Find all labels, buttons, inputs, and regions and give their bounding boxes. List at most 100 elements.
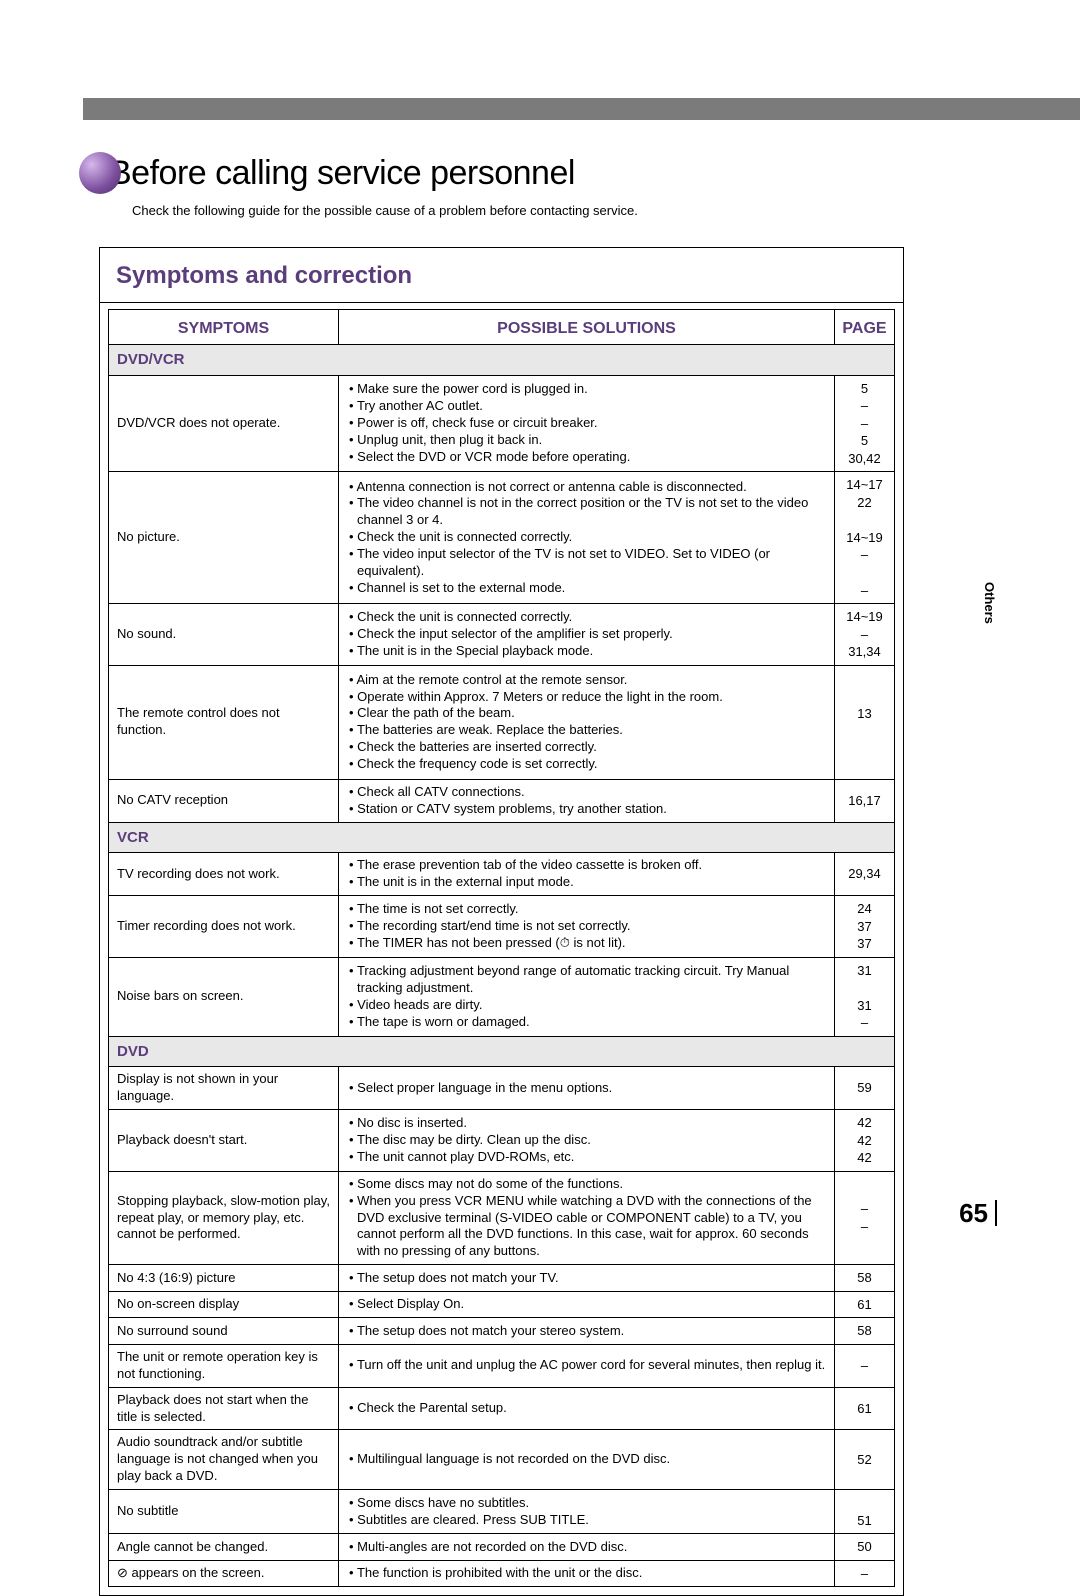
page-ref-cell: 5––530,42 bbox=[835, 375, 895, 472]
solution-item: The unit cannot play DVD-ROMs, etc. bbox=[347, 1149, 826, 1166]
table-row: Audio soundtrack and/or subtitle languag… bbox=[109, 1430, 895, 1490]
page-ref-cell: 424242 bbox=[835, 1110, 895, 1172]
page-ref-cell: 31 31– bbox=[835, 957, 895, 1036]
top-gray-bar bbox=[83, 98, 1080, 120]
solutions-cell: Check all CATV connections.Station or CA… bbox=[339, 779, 835, 822]
page-number: 65 bbox=[959, 1198, 988, 1229]
page-ref-cell: 59 bbox=[835, 1067, 895, 1110]
solution-item: Channel is set to the external mode. bbox=[347, 580, 826, 597]
solution-item: The video input selector of the TV is no… bbox=[347, 546, 826, 580]
solution-item: The setup does not match your TV. bbox=[347, 1270, 826, 1287]
table-row: Timer recording does not work.The time i… bbox=[109, 896, 895, 958]
solution-item: Antenna connection is not correct or ant… bbox=[347, 479, 826, 496]
solutions-cell: The time is not set correctly.The record… bbox=[339, 896, 835, 958]
page-subtitle: Check the following guide for the possib… bbox=[132, 203, 638, 218]
table-row: Display is not shown in your language.Se… bbox=[109, 1067, 895, 1110]
table-row: No surround soundThe setup does not matc… bbox=[109, 1318, 895, 1345]
solutions-cell: Antenna connection is not correct or ant… bbox=[339, 472, 835, 604]
solution-item: The TIMER has not been pressed (⏱ is not… bbox=[347, 935, 826, 952]
symptom-cell: DVD/VCR does not operate. bbox=[109, 375, 339, 472]
solution-item: Try another AC outlet. bbox=[347, 398, 826, 415]
page-title: Before calling service personnel bbox=[109, 154, 575, 193]
solutions-cell: No disc is inserted.The disc may be dirt… bbox=[339, 1110, 835, 1172]
side-tab-label: Others bbox=[982, 582, 997, 624]
table-row: Playback does not start when the title i… bbox=[109, 1387, 895, 1430]
page-ref-cell: 58 bbox=[835, 1318, 895, 1345]
page-ref-cell: 61 bbox=[835, 1291, 895, 1318]
solutions-cell: Select proper language in the menu optio… bbox=[339, 1067, 835, 1110]
solution-item: Check the frequency code is set correctl… bbox=[347, 756, 826, 773]
page-ref-cell: 16,17 bbox=[835, 779, 895, 822]
solution-item: Check the batteries are inserted correct… bbox=[347, 739, 826, 756]
symptom-cell: No CATV reception bbox=[109, 779, 339, 822]
page-ref-cell: 14~19–31,34 bbox=[835, 604, 895, 666]
table-row: No sound.Check the unit is connected cor… bbox=[109, 604, 895, 666]
symptom-cell: ⊘ appears on the screen. bbox=[109, 1560, 339, 1587]
table-row: The remote control does not function.Aim… bbox=[109, 665, 895, 779]
solutions-cell: The erase prevention tab of the video ca… bbox=[339, 853, 835, 896]
page-ref-cell: 243737 bbox=[835, 896, 895, 958]
solution-item: Subtitles are cleared. Press SUB TITLE. bbox=[347, 1512, 826, 1529]
group-header-row: DVD/VCR bbox=[109, 345, 895, 376]
symptom-cell: No subtitle bbox=[109, 1490, 339, 1534]
solutions-cell: Select Display On. bbox=[339, 1291, 835, 1318]
solution-item: Check the unit is connected correctly. bbox=[347, 529, 826, 546]
table-row: ⊘ appears on the screen. The function is … bbox=[109, 1560, 895, 1587]
solution-item: Some discs may not do some of the functi… bbox=[347, 1176, 826, 1193]
table-row: DVD/VCR does not operate.Make sure the p… bbox=[109, 375, 895, 472]
solution-item: Check the Parental setup. bbox=[347, 1400, 826, 1417]
solution-item: Some discs have no subtitles. bbox=[347, 1495, 826, 1512]
page-number-bar bbox=[995, 1200, 997, 1226]
symptom-cell: Noise bars on screen. bbox=[109, 957, 339, 1036]
solution-item: When you press VCR MENU while watching a… bbox=[347, 1193, 826, 1261]
solution-item: The function is prohibited with the unit… bbox=[347, 1565, 826, 1582]
page-ref-cell: 52 bbox=[835, 1430, 895, 1490]
table-row: Playback doesn't start.No disc is insert… bbox=[109, 1110, 895, 1172]
solutions-cell: Multilingual language is not recorded on… bbox=[339, 1430, 835, 1490]
troubleshooting-table: SYMPTOMS POSSIBLE SOLUTIONS PAGE DVD/VCR… bbox=[108, 309, 895, 1587]
page-ref-cell: 58 bbox=[835, 1265, 895, 1292]
main-content-box: Symptoms and correction SYMPTOMS POSSIBL… bbox=[99, 247, 904, 1596]
solutions-cell: Some discs have no subtitles.Subtitles a… bbox=[339, 1490, 835, 1534]
table-row: Stopping playback, slow-motion play, rep… bbox=[109, 1171, 895, 1264]
solution-item: Check the input selector of the amplifie… bbox=[347, 626, 826, 643]
symptom-cell: The unit or remote operation key is not … bbox=[109, 1344, 339, 1387]
solutions-cell: The setup does not match your TV. bbox=[339, 1265, 835, 1292]
symptom-cell: Display is not shown in your language. bbox=[109, 1067, 339, 1110]
symptom-cell: Audio soundtrack and/or subtitle languag… bbox=[109, 1430, 339, 1490]
solution-item: The recording start/end time is not set … bbox=[347, 918, 826, 935]
page-ref-cell: 51 bbox=[835, 1490, 895, 1534]
group-header-row: VCR bbox=[109, 822, 895, 853]
solutions-cell: The function is prohibited with the unit… bbox=[339, 1560, 835, 1587]
group-header-row: DVD bbox=[109, 1036, 895, 1067]
symptom-cell: No 4:3 (16:9) picture bbox=[109, 1265, 339, 1292]
solution-item: The unit is in the external input mode. bbox=[347, 874, 826, 891]
page-ref-cell: –– bbox=[835, 1171, 895, 1264]
solution-item: Unplug unit, then plug it back in. bbox=[347, 432, 826, 449]
solutions-cell: Some discs may not do some of the functi… bbox=[339, 1171, 835, 1264]
symptom-cell: No on-screen display bbox=[109, 1291, 339, 1318]
table-row: TV recording does not work.The erase pre… bbox=[109, 853, 895, 896]
header-symptoms: SYMPTOMS bbox=[109, 310, 339, 345]
solution-item: Check all CATV connections. bbox=[347, 784, 826, 801]
symptom-cell: Stopping playback, slow-motion play, rep… bbox=[109, 1171, 339, 1264]
solution-item: The unit is in the Special playback mode… bbox=[347, 643, 826, 660]
table-row: No picture.Antenna connection is not cor… bbox=[109, 472, 895, 604]
solution-item: The erase prevention tab of the video ca… bbox=[347, 857, 826, 874]
page-ref-cell: 50 bbox=[835, 1534, 895, 1561]
table-row: No subtitleSome discs have no subtitles.… bbox=[109, 1490, 895, 1534]
page-ref-cell: – bbox=[835, 1344, 895, 1387]
solutions-cell: Check the Parental setup. bbox=[339, 1387, 835, 1430]
solutions-cell: Aim at the remote control at the remote … bbox=[339, 665, 835, 779]
solution-item: Operate within Approx. 7 Meters or reduc… bbox=[347, 689, 826, 706]
solution-item: No disc is inserted. bbox=[347, 1115, 826, 1132]
solutions-cell: Make sure the power cord is plugged in.T… bbox=[339, 375, 835, 472]
solutions-cell: Check the unit is connected correctly.Ch… bbox=[339, 604, 835, 666]
solutions-cell: Turn off the unit and unplug the AC powe… bbox=[339, 1344, 835, 1387]
header-page: PAGE bbox=[835, 310, 895, 345]
solution-item: Make sure the power cord is plugged in. bbox=[347, 381, 826, 398]
group-header-cell: VCR bbox=[109, 822, 895, 853]
solution-item: The batteries are weak. Replace the batt… bbox=[347, 722, 826, 739]
solution-item: Tracking adjustment beyond range of auto… bbox=[347, 963, 826, 997]
symptom-cell: The remote control does not function. bbox=[109, 665, 339, 779]
